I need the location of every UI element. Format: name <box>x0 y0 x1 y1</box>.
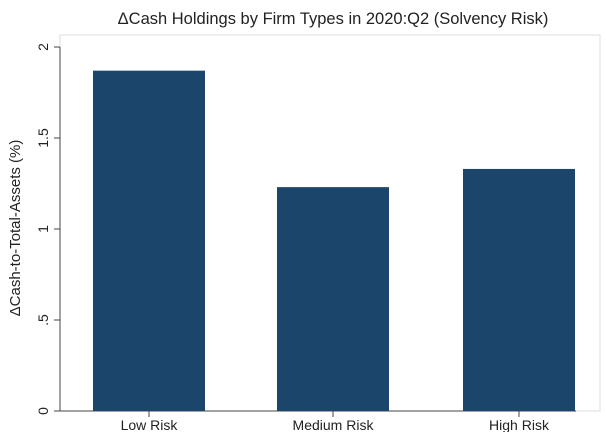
x-tick-label: High Risk <box>489 417 550 432</box>
x-tick-label: Low Risk <box>121 417 179 432</box>
x-tick-label: Medium Risk <box>293 417 375 432</box>
y-tick-label: 1 <box>35 225 51 233</box>
y-tick-label: .5 <box>35 314 51 326</box>
bar-high-risk <box>463 168 575 411</box>
bar-medium-risk <box>277 187 389 411</box>
y-tick-label: 1.5 <box>35 128 51 148</box>
y-axis-label: ΔCash-to-Total-Assets (%) <box>7 140 24 317</box>
plot-area: 0 .5 1 1.5 2 Low Risk Medium Risk High Risk <box>35 34 601 432</box>
y-tick-label: 2 <box>35 43 51 51</box>
chart-title: ΔCash Holdings by Firm Types in 2020:Q2 … <box>118 10 549 28</box>
bar-low-risk <box>93 70 205 411</box>
y-tick-label: 0 <box>35 407 51 415</box>
